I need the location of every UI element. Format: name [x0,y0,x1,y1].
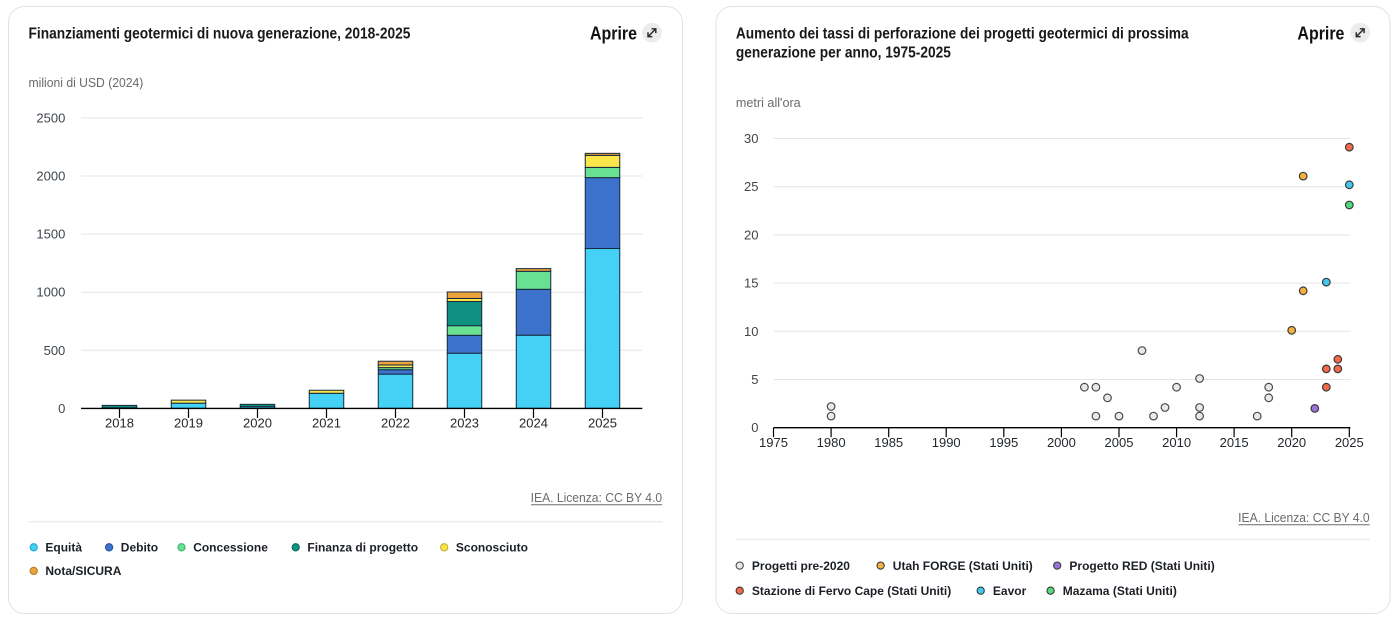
svg-text:1990: 1990 [932,435,961,450]
svg-text:Aprire: Aprire [590,22,637,43]
svg-text:Progetto RED (Stati Uniti): Progetto RED (Stati Uniti) [1069,559,1214,573]
svg-text:0: 0 [58,401,65,416]
svg-text:2023: 2023 [450,416,479,431]
svg-text:25: 25 [744,179,758,194]
svg-text:2020: 2020 [1277,435,1306,450]
svg-text:2500: 2500 [36,110,65,125]
svg-text:2022: 2022 [381,416,410,431]
svg-text:2024: 2024 [519,416,548,431]
svg-text:15: 15 [744,276,758,291]
svg-text:2000: 2000 [36,169,65,184]
svg-text:Utah FORGE (Stati Uniti): Utah FORGE (Stati Uniti) [893,559,1033,573]
svg-text:Aprire: Aprire [1297,22,1344,43]
svg-text:5: 5 [751,372,758,387]
svg-text:2015: 2015 [1220,435,1249,450]
svg-text:10: 10 [744,324,758,339]
svg-text:Finanziamenti geotermici di nu: Finanziamenti geotermici di nuova genera… [29,26,411,43]
svg-text:2010: 2010 [1162,435,1191,450]
svg-text:Mazama (Stati Uniti): Mazama (Stati Uniti) [1063,584,1177,598]
svg-text:1995: 1995 [989,435,1018,450]
svg-text:2005: 2005 [1105,435,1134,450]
svg-text:Equità: Equità [45,541,82,555]
svg-text:1980: 1980 [817,435,846,450]
svg-text:Sconosciuto: Sconosciuto [456,541,528,555]
svg-text:0: 0 [751,420,758,435]
svg-text:generazione per anno, 1975-202: generazione per anno, 1975-2025 [736,45,951,62]
svg-text:Eavor: Eavor [993,584,1027,598]
svg-text:2025: 2025 [1335,435,1364,450]
svg-text:Stazione di Fervo Cape (Stati: Stazione di Fervo Cape (Stati Uniti) [752,584,951,598]
svg-text:2018: 2018 [105,416,134,431]
svg-text:1975: 1975 [759,435,788,450]
svg-text:milioni di USD (2024): milioni di USD (2024) [29,76,144,90]
svg-text:Nota/SICURA: Nota/SICURA [45,564,121,578]
svg-text:2020: 2020 [243,416,272,431]
svg-text:1000: 1000 [36,285,65,300]
svg-text:Aumento dei tassi di perforazi: Aumento dei tassi di perforazione dei pr… [736,26,1190,43]
svg-text:500: 500 [44,343,66,358]
svg-text:1500: 1500 [36,227,65,242]
svg-text:Progetti pre-2020: Progetti pre-2020 [752,559,850,573]
svg-text:Concessione: Concessione [193,541,268,555]
svg-text:metri all'ora: metri all'ora [736,95,802,110]
svg-text:2019: 2019 [174,416,203,431]
svg-text:IEA. Licenza: CC BY 4.0: IEA. Licenza: CC BY 4.0 [1238,511,1369,525]
svg-text:1985: 1985 [874,435,903,450]
svg-text:2000: 2000 [1047,435,1076,450]
svg-text:Finanza di progetto: Finanza di progetto [307,541,418,555]
svg-text:IEA. Licenza: CC BY 4.0: IEA. Licenza: CC BY 4.0 [531,491,662,505]
svg-text:2021: 2021 [312,416,341,431]
svg-text:Debito: Debito [121,541,158,555]
svg-text:30: 30 [744,131,758,146]
svg-text:20: 20 [744,227,758,242]
svg-text:2025: 2025 [588,416,617,431]
